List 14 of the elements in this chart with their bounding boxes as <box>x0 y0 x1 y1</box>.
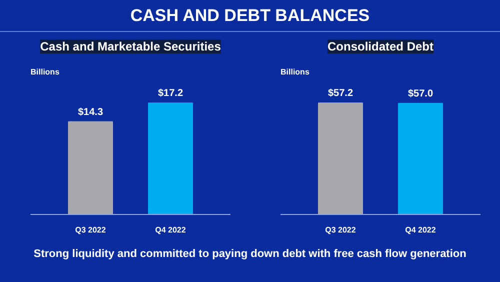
x-tick-label: Q4 2022 <box>155 226 186 234</box>
data-label: $57.2 <box>328 88 354 100</box>
y-axis-title: Billions <box>30 68 60 76</box>
chart-title: Consolidated Debt <box>328 40 434 54</box>
data-label: $17.2 <box>158 88 184 100</box>
text: CASH AND DEBT BALANCES <box>130 5 370 27</box>
text: Strong liquidity and committed to paying down debt with free cash flow generation <box>34 247 466 262</box>
x-tick-label: Q4 2022 <box>405 226 436 234</box>
chart-title: Cash and Marketable Securities <box>40 40 222 54</box>
data-label: $14.3 <box>78 106 104 118</box>
data-label: $57.0 <box>408 88 434 100</box>
y-axis-title: Billions <box>280 68 310 76</box>
x-tick-label: Q3 2022 <box>325 226 356 234</box>
x-tick-label: Q3 2022 <box>75 226 106 234</box>
